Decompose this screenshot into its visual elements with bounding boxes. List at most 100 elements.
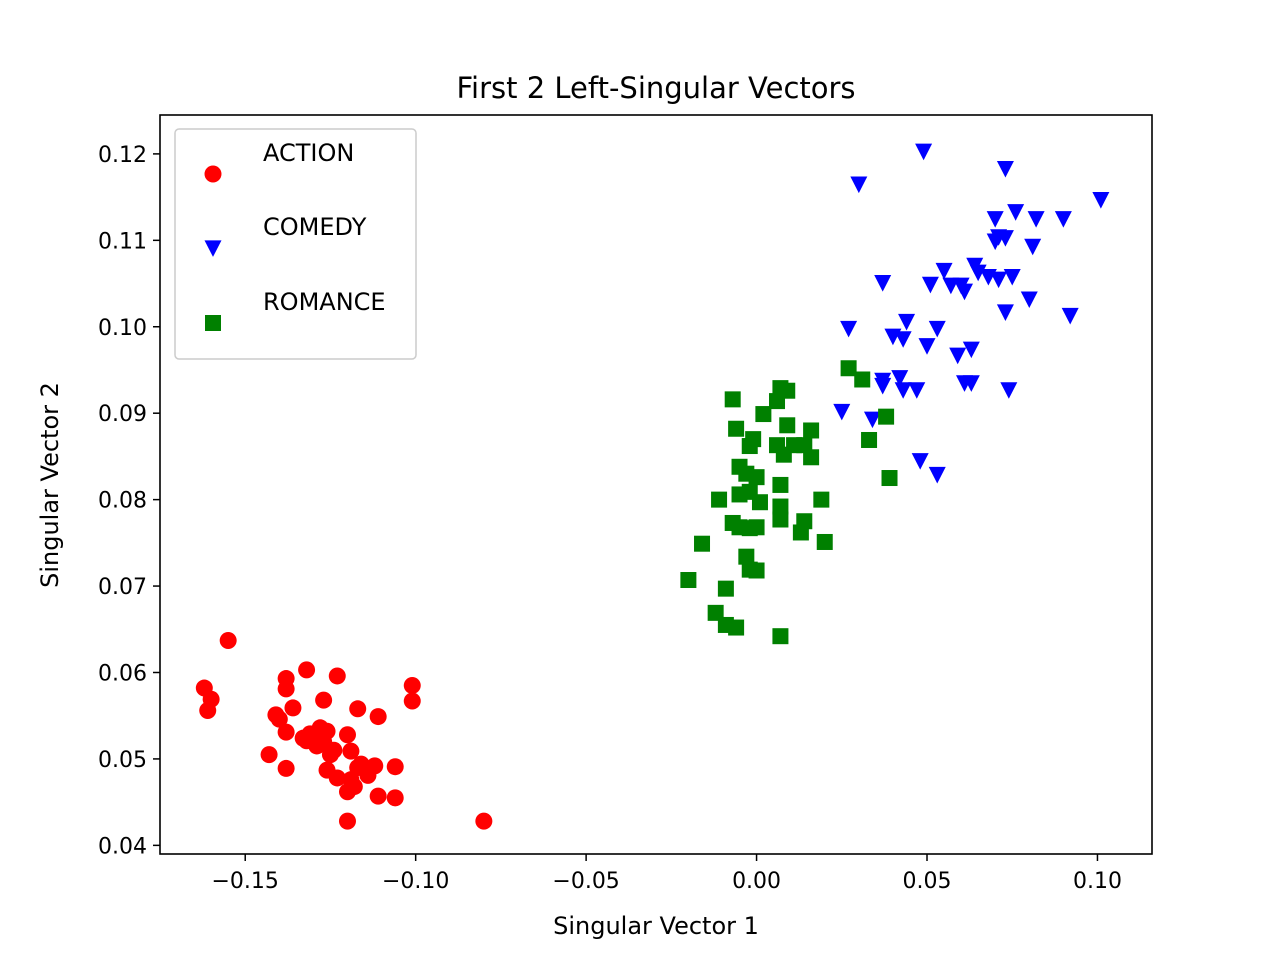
legend-marker-comedy bbox=[204, 240, 222, 257]
action-point bbox=[308, 737, 326, 755]
comedy-point bbox=[921, 276, 939, 294]
action-point bbox=[260, 746, 278, 764]
legend-frame bbox=[174, 128, 417, 360]
romance-point bbox=[861, 431, 878, 448]
action-point bbox=[277, 759, 295, 777]
comedy-point bbox=[918, 338, 936, 355]
comedy-point bbox=[1024, 238, 1042, 256]
legend-marker-romance bbox=[205, 315, 221, 331]
romance-point bbox=[717, 580, 734, 597]
action-point bbox=[298, 661, 316, 679]
action-point bbox=[369, 787, 387, 805]
comedy-point bbox=[962, 375, 980, 392]
comedy-point bbox=[969, 264, 987, 282]
action-point bbox=[403, 676, 421, 694]
romance-point bbox=[707, 604, 724, 621]
x-axis-label: Singular Vector 1 bbox=[553, 912, 759, 940]
comedy-point bbox=[911, 453, 929, 470]
comedy-point bbox=[894, 331, 912, 348]
romance-point bbox=[796, 513, 813, 530]
comedy-point bbox=[908, 382, 926, 399]
action-point bbox=[321, 746, 339, 764]
legend-label-romance: ROMANCE bbox=[263, 288, 386, 316]
comedy-point bbox=[962, 341, 980, 359]
romance-point bbox=[755, 406, 772, 423]
y-tick-label: 0.12 bbox=[98, 143, 147, 168]
romance-point bbox=[751, 494, 768, 511]
x-tick-label: −0.15 bbox=[212, 869, 279, 894]
romance-point bbox=[711, 491, 728, 508]
action-point bbox=[328, 769, 346, 787]
comedy-point bbox=[915, 143, 933, 161]
romance-point bbox=[854, 371, 871, 388]
legend: ACTION COMEDY ROMANCE bbox=[174, 128, 417, 360]
y-tick-label: 0.09 bbox=[98, 402, 147, 427]
x-tick-label: 0.10 bbox=[1073, 869, 1122, 894]
romance-point bbox=[772, 511, 789, 528]
comedy-point bbox=[1020, 291, 1038, 309]
romance-point bbox=[728, 619, 745, 636]
action-point bbox=[345, 778, 363, 796]
x-tick-label: −0.10 bbox=[382, 869, 449, 894]
romance-point bbox=[724, 391, 741, 408]
comedy-point bbox=[935, 262, 953, 280]
action-point bbox=[277, 680, 295, 698]
y-tick-label: 0.07 bbox=[98, 575, 147, 600]
action-point bbox=[328, 667, 346, 685]
action-point bbox=[386, 789, 404, 807]
legend-markers bbox=[204, 165, 222, 331]
comedy-point bbox=[1061, 307, 1079, 325]
romance-point bbox=[881, 470, 898, 487]
ticks-layer: −0.15 −0.10 −0.05 0.00 0.05 0.10 0.04 0.05 0.06 0… bbox=[98, 143, 1122, 894]
romance-point bbox=[748, 519, 765, 536]
comedy-point bbox=[1000, 382, 1018, 399]
romance-point bbox=[748, 562, 765, 579]
action-point bbox=[342, 742, 360, 760]
comedy-point bbox=[1007, 204, 1025, 221]
romance-point bbox=[878, 408, 895, 425]
action-point bbox=[338, 726, 356, 744]
comedy-point bbox=[996, 304, 1014, 321]
comedy-point bbox=[894, 382, 912, 399]
x-tick-label: 0.05 bbox=[903, 869, 952, 894]
action-point bbox=[386, 758, 404, 776]
comedy-point bbox=[874, 275, 892, 292]
comedy-point bbox=[990, 271, 1008, 289]
comedy-point bbox=[996, 160, 1014, 178]
romance-point bbox=[816, 533, 833, 550]
romance-point bbox=[796, 437, 813, 454]
y-tick-label: 0.06 bbox=[98, 661, 147, 686]
legend-label-comedy: COMEDY bbox=[263, 213, 367, 241]
chart-title: First 2 Left-Singular Vectors bbox=[456, 71, 855, 105]
comedy-point bbox=[986, 211, 1004, 228]
romance-point bbox=[840, 360, 857, 377]
y-tick-label: 0.04 bbox=[98, 834, 147, 859]
romance-point bbox=[728, 420, 745, 437]
comedy-point bbox=[891, 370, 909, 387]
action-point bbox=[349, 700, 367, 718]
comedy-point bbox=[986, 233, 1004, 251]
comedy-point bbox=[850, 176, 868, 194]
romance-point bbox=[738, 548, 755, 565]
action-point bbox=[284, 699, 302, 717]
x-tick-label: −0.05 bbox=[552, 869, 619, 894]
comedy-point bbox=[949, 347, 967, 365]
romance-point bbox=[803, 422, 820, 439]
action-point bbox=[270, 710, 288, 728]
legend-label-action: ACTION bbox=[263, 139, 354, 167]
romance-point bbox=[779, 417, 796, 434]
comedy-point bbox=[1027, 211, 1045, 228]
plot-frame bbox=[159, 114, 1153, 855]
comedy-point bbox=[1003, 268, 1021, 286]
y-tick-label: 0.10 bbox=[98, 316, 147, 341]
action-point bbox=[475, 812, 493, 830]
comedy-point bbox=[928, 466, 946, 484]
points-layer bbox=[195, 143, 1110, 830]
romance-point bbox=[772, 498, 789, 515]
legend-marker-action bbox=[204, 165, 222, 183]
action-point bbox=[338, 812, 356, 830]
comedy-point bbox=[1092, 192, 1110, 209]
y-axis-label: Singular Vector 2 bbox=[36, 382, 64, 588]
